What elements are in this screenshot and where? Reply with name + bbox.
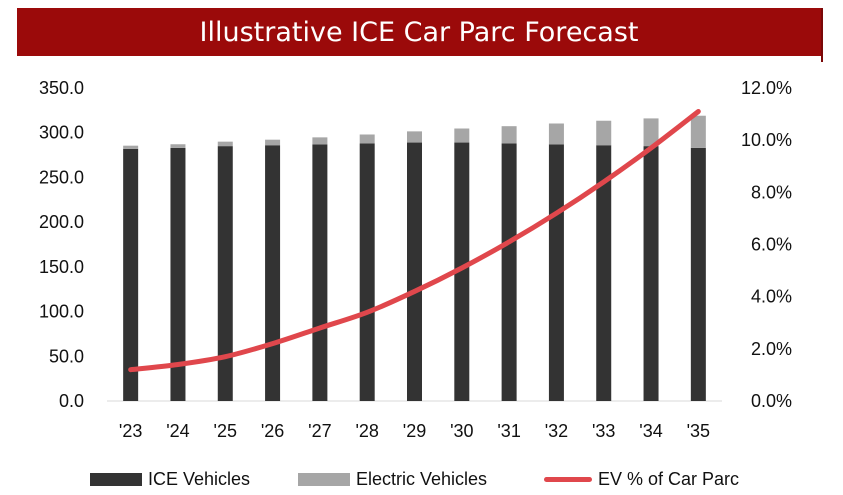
x-axis-tick-label: '26 [261, 421, 284, 441]
x-axis-tick-label: '35 [687, 421, 710, 441]
x-axis-tick-label: '23 [119, 421, 142, 441]
x-axis-tick-label: '32 [545, 421, 568, 441]
ev-bar [548, 123, 564, 145]
legend-label-ev-share: EV % of Car Parc [598, 468, 740, 489]
ev-bar [217, 141, 233, 147]
legend-item-ev: Electric Vehicles [298, 466, 487, 492]
ev-bar [170, 144, 186, 148]
ev-bar [596, 120, 612, 146]
ice-bar [643, 146, 659, 401]
ev-share-line [128, 108, 701, 373]
ice-bar [312, 144, 328, 401]
ev-bar [643, 118, 659, 147]
right-axis-tick-label: 2.0% [751, 339, 792, 359]
legend-item-ev-share: EV % of Car Parc [544, 466, 739, 492]
left-axis-tick-label: 250.0 [39, 167, 84, 187]
x-axis-tick-label: '30 [450, 421, 473, 441]
left-axis-tick-label: 300.0 [39, 123, 84, 143]
ice-bar [690, 147, 706, 401]
left-axis-tick-label: 200.0 [39, 212, 84, 232]
x-axis-tick-label: '29 [403, 421, 426, 441]
right-axis-tick-label: 0.0% [751, 391, 792, 411]
ev-bar [501, 126, 517, 144]
ice-bar [170, 147, 186, 401]
x-axis-tick-label: '27 [308, 421, 331, 441]
legend-swatch-ev-share [544, 476, 592, 482]
ev-bar [359, 134, 375, 144]
legend-label-ice: ICE Vehicles [148, 468, 251, 489]
chart-title-text: Illustrative ICE Car Parc Forecast [199, 16, 639, 48]
chart-plot: 0.0 50.0 100.0 150.0 200.0 250.0 300.0 350.0 0.… [39, 78, 792, 441]
right-axis-tick-label: 4.0% [751, 287, 792, 307]
legend-swatch-ice [90, 472, 142, 486]
x-axis-tick-label: '31 [497, 421, 520, 441]
ev-bar [690, 115, 706, 148]
x-axis-tick-label: '33 [592, 421, 615, 441]
ev-bar [454, 128, 470, 143]
x-axis-tick-label: '34 [639, 421, 662, 441]
ice-bar [548, 144, 564, 401]
right-axis-tick-label: 12.0% [741, 78, 792, 98]
right-axis-tick-label: 8.0% [751, 182, 792, 202]
legend-swatch-ev [298, 472, 350, 486]
left-axis-tick-label: 350.0 [39, 78, 84, 98]
ev-bar [312, 137, 328, 145]
ice-bar [454, 142, 470, 401]
left-axis-tick-label: 50.0 [49, 346, 84, 366]
ice-bar [596, 145, 612, 401]
ice-bar [123, 148, 139, 401]
x-axis-tick-label: '24 [166, 421, 189, 441]
x-axis-ticks: '23 '24 '25 '26 '27 '28 '29 '30 '31 '32 '33 '34 '35 [119, 421, 710, 441]
ice-bar [501, 143, 517, 401]
legend-label-ev: Electric Vehicles [356, 468, 488, 489]
ev-bar [123, 145, 139, 149]
left-axis-tick-label: 150.0 [39, 257, 84, 277]
ev-bar [407, 131, 422, 143]
chart-title: Illustrative ICE Car Parc Forecast [17, 8, 821, 56]
left-axis-tick-label: 100.0 [39, 302, 84, 322]
ev-bar [265, 139, 281, 146]
left-axis-ticks: 0.0 50.0 100.0 150.0 200.0 250.0 300.0 350.0 [39, 78, 84, 411]
legend-item-ice: ICE Vehicles [90, 466, 250, 492]
right-axis-ticks: 0.0% 2.0% 4.0% 6.0% 8.0% 10.0% 12.0% [741, 78, 792, 411]
right-axis-tick-label: 10.0% [741, 130, 792, 150]
x-axis-tick-label: '28 [355, 421, 378, 441]
ice-bar [407, 142, 422, 401]
ice-bar [359, 143, 375, 401]
ice-bar [217, 146, 233, 401]
right-axis-tick-label: 6.0% [751, 235, 792, 255]
left-axis-tick-label: 0.0 [59, 391, 84, 411]
ice-bar [265, 145, 281, 401]
title-edge-decoration [821, 8, 823, 62]
x-axis-tick-label: '25 [214, 421, 237, 441]
